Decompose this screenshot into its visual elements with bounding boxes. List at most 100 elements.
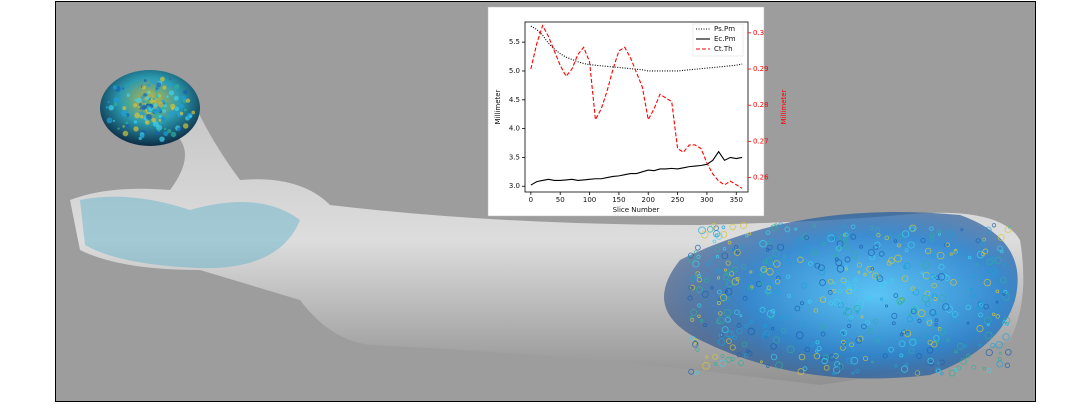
- trabecula: [183, 108, 187, 112]
- trabecula: [112, 119, 116, 122]
- trabecula: [840, 329, 847, 337]
- trabecula: [124, 114, 128, 117]
- trabecula: [876, 338, 881, 343]
- trabecula: [188, 114, 193, 118]
- trabecula: [991, 223, 997, 228]
- trabecula: [145, 99, 150, 104]
- trabecula: [850, 347, 855, 352]
- trabecula: [917, 318, 922, 323]
- trabecula: [848, 315, 854, 320]
- trabecula: [960, 228, 964, 232]
- trabecula: [724, 330, 733, 338]
- trabecula: [816, 346, 822, 351]
- trabecula: [957, 342, 964, 350]
- trabecula: [784, 226, 791, 233]
- trabecula: [710, 222, 717, 229]
- trabecula: [794, 227, 798, 231]
- trabecula: [844, 256, 851, 263]
- trabecula: [856, 262, 862, 268]
- trabecula: [884, 235, 889, 241]
- trabecula: [694, 244, 701, 251]
- trabecula: [872, 318, 878, 324]
- x-tick-label: 50: [556, 196, 565, 204]
- y-tick-label: 4.0: [509, 125, 520, 133]
- trabecula: [901, 275, 909, 282]
- trabecula: [991, 312, 996, 317]
- trabecula: [907, 241, 915, 249]
- trabecula: [846, 357, 853, 365]
- trabecula: [813, 352, 821, 360]
- trabecula: [882, 353, 888, 359]
- trabecula: [183, 90, 188, 95]
- trabecula: [836, 265, 845, 273]
- trabecula: [723, 268, 728, 272]
- trabecula: [971, 364, 977, 370]
- trabecula: [156, 82, 162, 88]
- y-tick-label: 5.0: [509, 67, 520, 75]
- trabecula: [937, 273, 946, 281]
- trabecula: [171, 106, 175, 111]
- trabecula: [145, 120, 148, 123]
- trabecula: [138, 106, 141, 109]
- trabecula: [964, 289, 969, 293]
- trabecula: [147, 83, 151, 88]
- trabecula: [901, 329, 907, 335]
- y-tick-label: 3.0: [509, 182, 520, 190]
- trabecula: [1002, 319, 1009, 326]
- trabecula: [715, 254, 720, 259]
- trabecula: [721, 252, 729, 260]
- legend-label: Ct.Th: [714, 45, 733, 53]
- trabecula: [821, 357, 828, 365]
- x-tick-label: 100: [583, 196, 596, 204]
- trabecula: [908, 348, 915, 355]
- trabecula: [982, 248, 989, 255]
- trabecula: [842, 233, 847, 237]
- trabecula: [933, 312, 938, 316]
- trabecula: [731, 277, 739, 286]
- trabecula: [828, 354, 836, 361]
- trabecula: [997, 357, 1002, 361]
- trabecula: [151, 78, 157, 85]
- trabecula: [979, 302, 984, 307]
- trabecula: [908, 312, 912, 316]
- trabecula: [697, 314, 701, 319]
- trabecula: [839, 233, 847, 242]
- trabecula: [113, 85, 118, 90]
- trabecula: [721, 326, 729, 334]
- trabecula: [1002, 292, 1011, 301]
- trabecula: [1004, 362, 1011, 369]
- trabecula: [899, 353, 904, 358]
- trabecula: [140, 95, 145, 100]
- trabecula: [929, 232, 935, 238]
- trabecula: [936, 251, 945, 260]
- x-tick-label: 250: [671, 196, 684, 204]
- trabecula: [812, 224, 817, 228]
- trabecula: [857, 335, 864, 342]
- trabecula: [832, 288, 837, 293]
- trabecula: [736, 323, 742, 328]
- trabecula: [766, 364, 770, 368]
- trabecula: [787, 233, 791, 237]
- trabecula: [879, 281, 887, 289]
- trabecula: [815, 340, 820, 345]
- trabecula: [876, 233, 881, 238]
- trabecula: [687, 255, 695, 263]
- trabecula: [821, 241, 826, 246]
- trabecula: [701, 290, 709, 298]
- y2-axis-label: Millimeter: [780, 89, 788, 124]
- trabecula: [158, 102, 164, 108]
- trabecula: [837, 288, 843, 294]
- trabecula: [163, 104, 167, 108]
- trabecula: [893, 293, 899, 298]
- trabecula: [765, 257, 774, 265]
- y-tick-label: 3.5: [509, 153, 520, 161]
- trabecula: [692, 341, 699, 348]
- trabecula: [811, 249, 818, 256]
- trabecula: [770, 326, 775, 331]
- trabecula: [765, 230, 771, 235]
- trabecula: [694, 370, 699, 376]
- trabecula: [163, 131, 169, 137]
- x-tick-label: 300: [700, 196, 713, 204]
- trabecula: [786, 293, 791, 298]
- trabecula: [759, 240, 767, 248]
